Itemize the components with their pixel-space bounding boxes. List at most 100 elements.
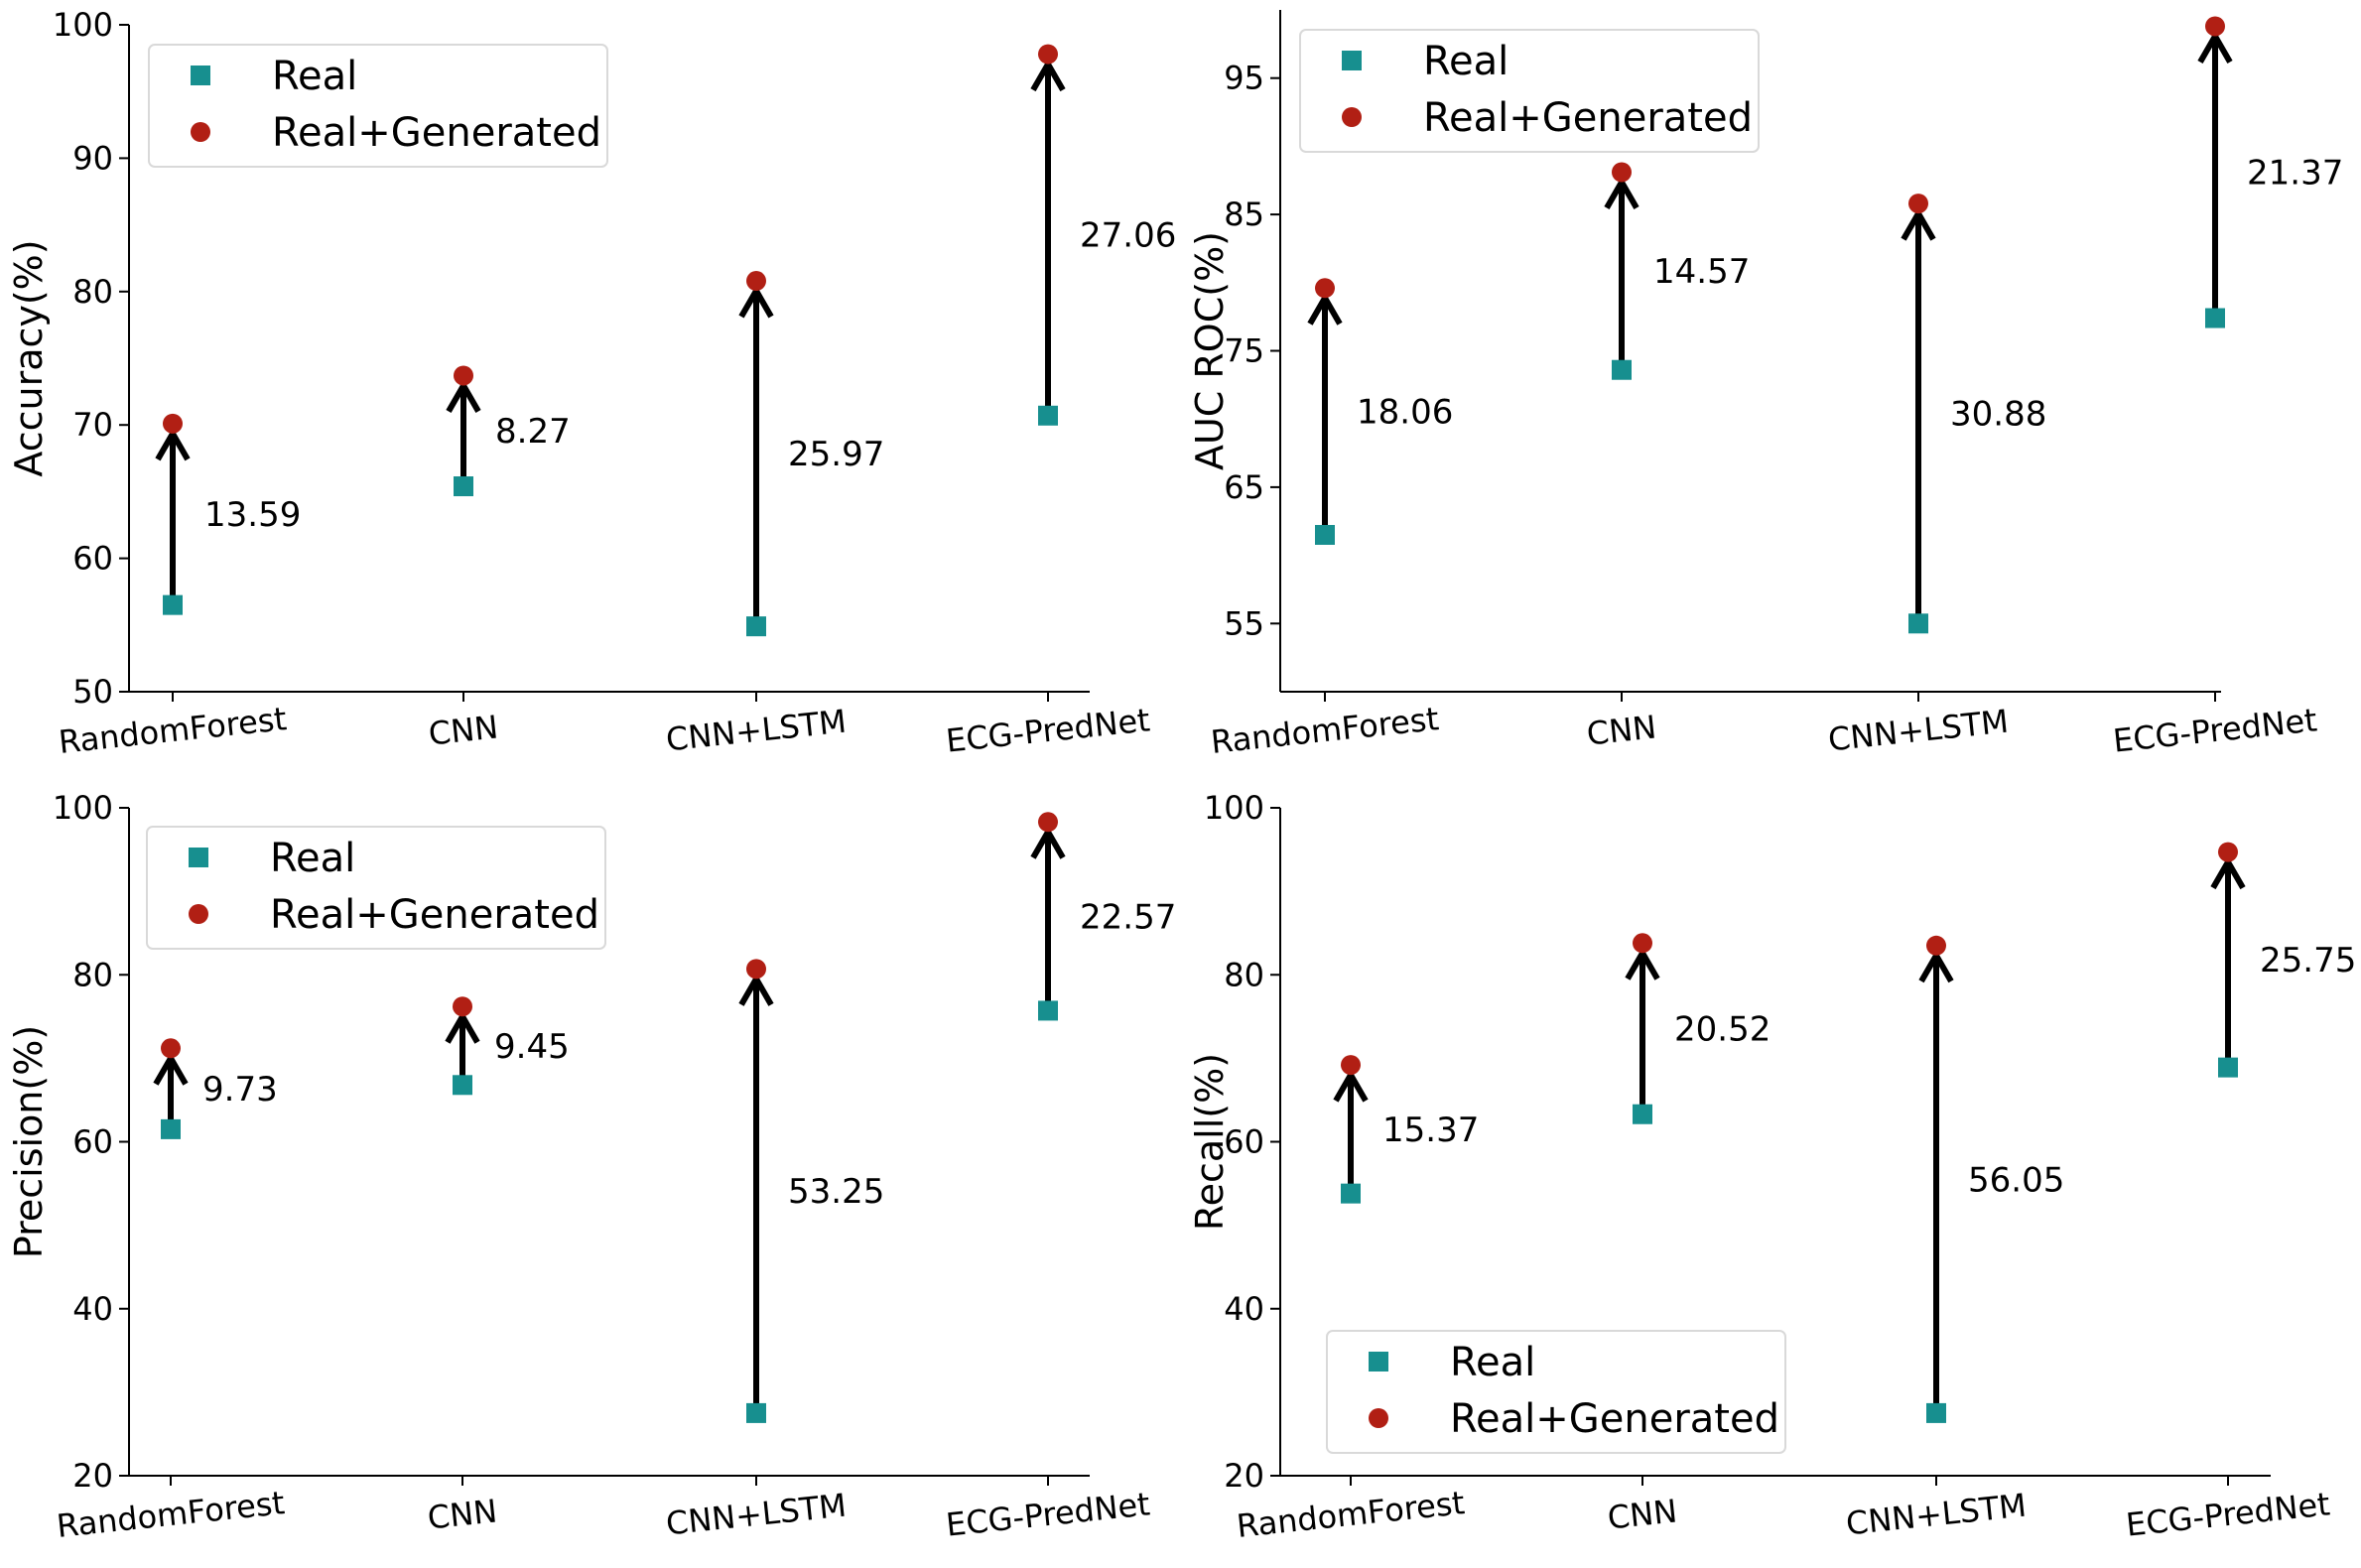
- real-point: [2218, 1057, 2238, 1078]
- real-point: [161, 1118, 181, 1139]
- real-generated-point: [163, 413, 183, 434]
- y-tick-label: 100: [53, 789, 113, 827]
- real-generated-point: [2205, 16, 2225, 37]
- legend-real-marker: [1342, 51, 1362, 70]
- x-tick-label: CNN: [426, 1492, 499, 1536]
- y-tick-label: 75: [1224, 332, 1264, 370]
- y-tick-label: 80: [72, 956, 113, 993]
- legend-box: [1299, 29, 1760, 153]
- y-axis-label: Accuracy(%): [7, 239, 51, 476]
- legend-real-label: Real: [270, 836, 355, 881]
- legend-generated-label: Real+Generated: [1450, 1396, 1779, 1442]
- y-tick-label: 20: [72, 1457, 113, 1495]
- y-axis-label: AUC ROC(%): [1188, 231, 1232, 470]
- y-tick-label: 40: [1224, 1290, 1264, 1328]
- delta-label: 13.59: [204, 495, 301, 535]
- legend-real-marker: [189, 848, 208, 867]
- panel-recall: 20 40 60 80 100 Recall(%) RandomForest CNN CNN+L…: [1188, 789, 2356, 1545]
- x-tick-label: CNN+LSTM: [664, 703, 848, 759]
- real-point: [453, 1075, 472, 1096]
- legend-real-label: Real: [1423, 39, 1508, 84]
- real-point: [1612, 359, 1632, 380]
- x-tick-label: ECG-PredNet: [2124, 1485, 2331, 1543]
- y-tick-label: 80: [1224, 956, 1264, 993]
- real-point: [1038, 1000, 1058, 1021]
- x-tick-label: CNN: [1585, 708, 1658, 752]
- legend-generated-label: Real+Generated: [270, 892, 599, 938]
- legend-generated-label: Real+Generated: [272, 110, 601, 156]
- real-generated-point: [2218, 842, 2238, 862]
- real-generated-point: [1315, 278, 1335, 299]
- legend-real-label: Real: [1450, 1340, 1535, 1385]
- real-point: [1341, 1183, 1361, 1204]
- y-tick-label: 60: [72, 1123, 113, 1161]
- delta-label: 53.25: [788, 1172, 884, 1212]
- x-tick-label: RandomForest: [1209, 700, 1440, 761]
- real-generated-point: [1341, 1055, 1361, 1076]
- y-tick-label: 80: [72, 273, 113, 311]
- x-tick-label: CNN+LSTM: [1826, 703, 2010, 759]
- real-generated-point: [1038, 812, 1058, 833]
- real-point: [1038, 405, 1058, 426]
- real-generated-point: [1926, 935, 1946, 956]
- x-tick-label: RandomForest: [1235, 1484, 1466, 1545]
- delta-label: 21.37: [2247, 154, 2343, 194]
- delta-label: 25.75: [2260, 941, 2356, 980]
- y-axis-label: Recall(%): [1188, 1053, 1232, 1231]
- real-generated-point: [453, 996, 472, 1017]
- y-tick-label: 95: [1224, 60, 1264, 97]
- legend-box: [148, 44, 608, 168]
- real-generated-point: [454, 365, 473, 386]
- delta-label: 14.57: [1653, 252, 1750, 292]
- y-tick-label: 60: [72, 540, 113, 578]
- x-tick-label: CNN+LSTM: [1844, 1487, 2028, 1543]
- y-tick-label: 60: [1224, 1123, 1264, 1161]
- legend-generated-marker: [1369, 1408, 1388, 1428]
- delta-label: 9.73: [202, 1070, 278, 1110]
- delta-label: 18.06: [1357, 393, 1453, 433]
- legend-real-marker: [1369, 1352, 1388, 1372]
- y-tick-label: 50: [72, 673, 113, 711]
- y-tick-label: 55: [1224, 604, 1264, 642]
- legend-box: [1326, 1330, 1786, 1454]
- y-tick-label: 100: [53, 6, 113, 44]
- y-tick-label: 85: [1224, 196, 1264, 233]
- legend-generated-label: Real+Generated: [1423, 95, 1753, 141]
- real-generated-point: [1612, 162, 1632, 183]
- delta-label: 22.57: [1080, 897, 1176, 937]
- y-axis-label: Precision(%): [7, 1025, 51, 1258]
- delta-label: 27.06: [1080, 216, 1176, 256]
- real-point: [454, 476, 473, 497]
- legend-generated-marker: [189, 904, 208, 924]
- real-point: [163, 594, 183, 615]
- delta-label: 56.05: [1968, 1160, 2064, 1200]
- y-tick-label: 20: [1224, 1457, 1264, 1495]
- y-tick-label: 40: [72, 1290, 113, 1328]
- real-point: [746, 1402, 766, 1423]
- legend-box: [146, 826, 606, 950]
- legend-real-label: Real: [272, 54, 357, 99]
- delta-label: 30.88: [1950, 395, 2046, 435]
- real-point: [746, 616, 766, 637]
- real-generated-point: [746, 959, 766, 980]
- y-tick-label: 65: [1224, 468, 1264, 506]
- real-generated-point: [746, 271, 766, 292]
- delta-label: 20.52: [1674, 1010, 1771, 1050]
- real-point: [1633, 1104, 1652, 1124]
- real-generated-point: [1038, 44, 1058, 65]
- x-tick-label: CNN+LSTM: [664, 1487, 848, 1543]
- delta-label: 25.97: [788, 435, 884, 474]
- x-tick-label: ECG-PredNet: [944, 701, 1151, 759]
- panel-auc-roc: 55 65 75 85 95 AUC ROC(%) RandomForest CNN CNN+L…: [1188, 10, 2343, 761]
- delta-label: 9.45: [494, 1027, 570, 1067]
- x-tick-label: ECG-PredNet: [944, 1485, 1151, 1543]
- real-point: [2205, 308, 2225, 328]
- x-tick-label: CNN: [427, 708, 500, 752]
- x-tick-label: CNN: [1606, 1492, 1679, 1536]
- legend-generated-marker: [1342, 107, 1362, 127]
- real-point: [1908, 613, 1928, 634]
- real-generated-point: [161, 1038, 181, 1059]
